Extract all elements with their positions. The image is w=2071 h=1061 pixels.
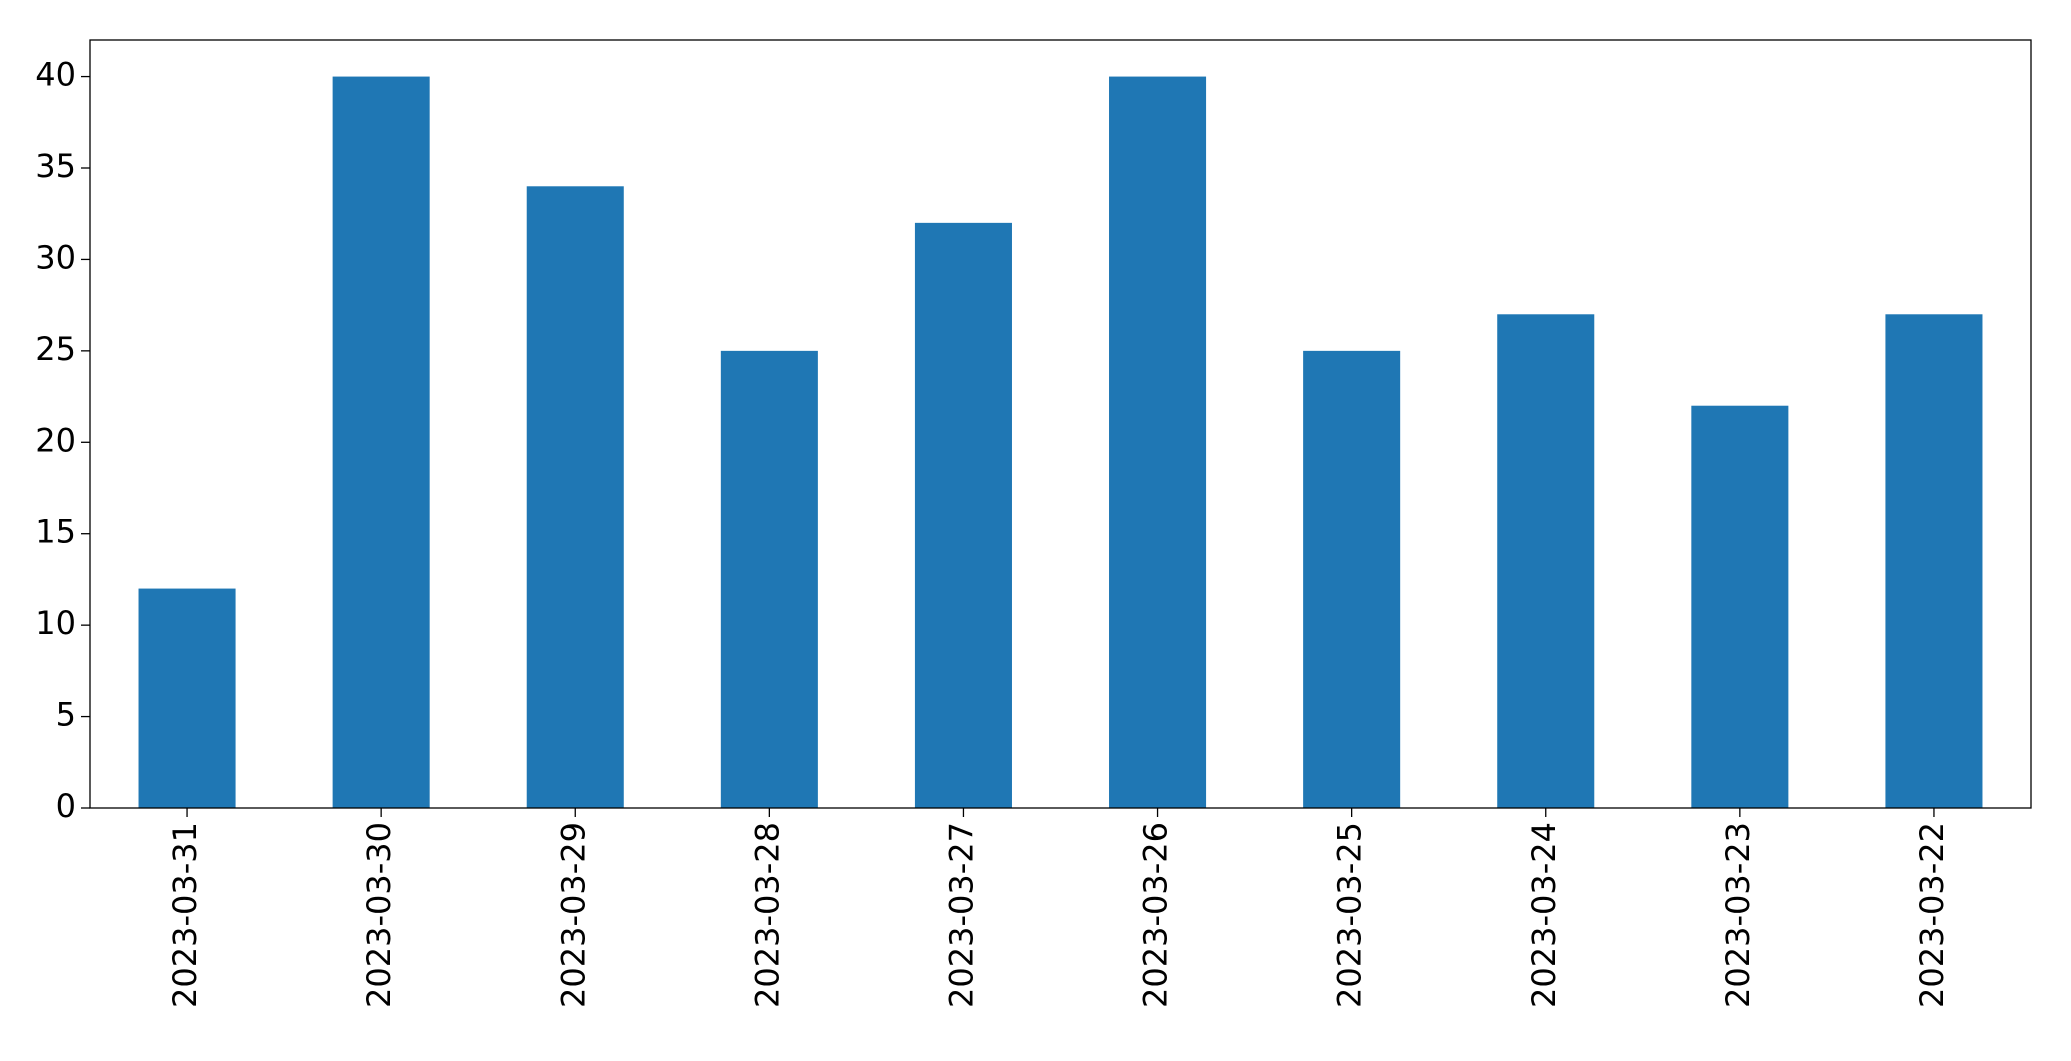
x-tick-label: 2023-03-23	[1719, 822, 1757, 1008]
x-tick-label: 2023-03-22	[1913, 822, 1951, 1008]
y-tick-label: 5	[56, 696, 76, 734]
x-tick-label: 2023-03-24	[1525, 822, 1563, 1008]
bar	[526, 186, 624, 809]
bar	[1885, 314, 1983, 808]
x-tick-label: 2023-03-31	[166, 822, 204, 1008]
x-tick-label: 2023-03-25	[1331, 822, 1369, 1008]
x-tick-label: 2023-03-30	[360, 822, 398, 1008]
bar	[1691, 405, 1789, 808]
x-tick-label: 2023-03-26	[1137, 822, 1175, 1008]
x-tick-label: 2023-03-29	[554, 822, 592, 1008]
x-tick-label: 2023-03-27	[942, 822, 980, 1008]
bar	[1303, 350, 1401, 808]
y-tick-label: 35	[35, 147, 76, 185]
y-tick-label: 40	[35, 56, 76, 94]
bar	[138, 588, 236, 808]
y-tick-label: 30	[35, 238, 76, 276]
x-tick-label: 2023-03-28	[748, 822, 786, 1008]
bar	[1109, 76, 1207, 809]
bar	[914, 222, 1012, 808]
bar	[720, 350, 818, 808]
y-tick-label: 25	[35, 330, 76, 368]
y-tick-label: 20	[35, 421, 76, 459]
y-tick-label: 15	[35, 513, 76, 551]
y-tick-label: 10	[35, 604, 76, 642]
y-tick-label: 0	[56, 787, 76, 825]
bar	[1497, 314, 1595, 808]
bar	[332, 76, 430, 809]
plot-frame	[89, 39, 2032, 809]
